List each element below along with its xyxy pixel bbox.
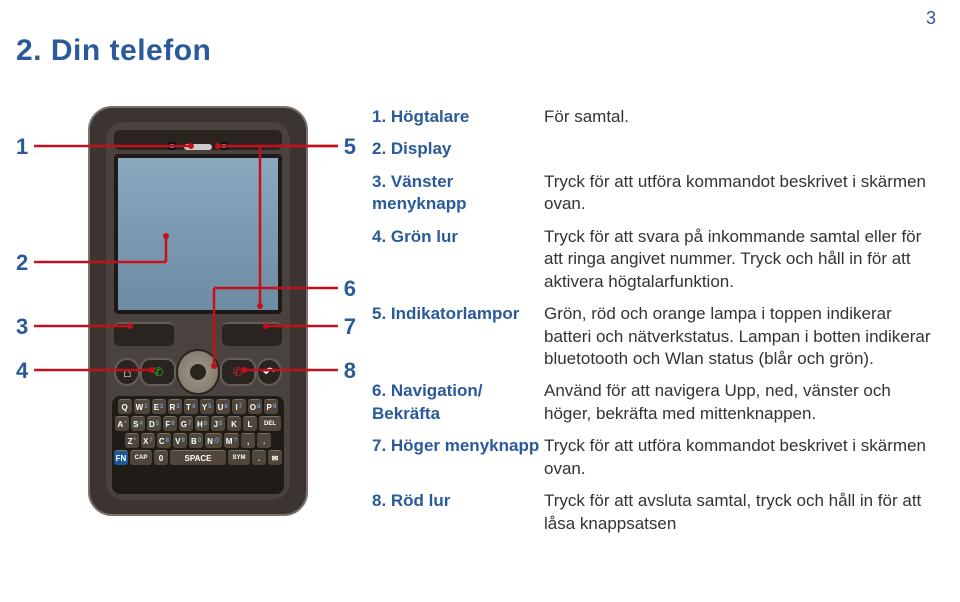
dpad (176, 349, 219, 395)
sensor-icon (220, 142, 228, 150)
keyboard-key: CAP (130, 450, 152, 465)
keyboard-key: Y5 (200, 399, 214, 414)
keyboard-key: C8 (157, 433, 171, 448)
phone-illustration: ⌂ ✆ ✆ ↶ QW1E2R3T4Y5U6I7O8P9 A*S4D5F6G7H8… (88, 106, 308, 516)
content-area: 1 2 3 4 5 6 7 8 ⌂ ✆ (16, 106, 936, 545)
keyboard-key: 0 (154, 450, 168, 465)
keyboard-key: L (243, 416, 257, 431)
keyboard-key: M? (224, 433, 239, 448)
legend-term: 7. Höger menyknapp (372, 435, 544, 480)
legend-table: 1. HögtalareFör samtal.2. Display3. Väns… (372, 106, 936, 545)
legend-row: 2. Display (372, 138, 936, 160)
phone-speaker-area (114, 130, 282, 150)
phone-screen (114, 154, 282, 314)
camera-icon (168, 142, 176, 150)
callout-4: 4 (16, 358, 28, 384)
callout-7: 7 (344, 314, 356, 340)
callout-8: 8 (344, 358, 356, 384)
keyboard-key: D5 (147, 416, 161, 431)
home-key-icon: ⌂ (114, 358, 140, 386)
keyboard-key: U6 (216, 399, 230, 414)
legend-term: 1. Högtalare (372, 106, 544, 128)
callout-1: 1 (16, 134, 28, 160)
legend-row: 3. Vänster menyknappTryck för att utföra… (372, 171, 936, 216)
keyboard-key: H8 (195, 416, 209, 431)
keyboard-key: SPACE (170, 450, 226, 465)
keyboard-key: X7 (141, 433, 155, 448)
keyboard-key: SYM (228, 450, 250, 465)
left-softkey (114, 322, 174, 346)
legend-row: 4. Grön lurTryck för att svara på inkomm… (372, 226, 936, 293)
keyboard-key: , (241, 433, 255, 448)
keyboard-key: V9 (173, 433, 187, 448)
back-key-icon: ↶ (256, 358, 282, 386)
legend-term: 5. Indikatorlampor (372, 303, 544, 370)
legend-definition: Använd för att navigera Upp, ned, vänste… (544, 380, 936, 425)
callout-2: 2 (16, 250, 28, 276)
dpad-center (190, 364, 206, 380)
legend-row: 1. HögtalareFör samtal. (372, 106, 936, 128)
speaker-slot (184, 144, 212, 150)
legend-term: 8. Röd lur (372, 490, 544, 535)
keyboard-key: T4 (184, 399, 198, 414)
legend-row: 5. IndikatorlamporGrön, röd och orange l… (372, 303, 936, 370)
legend-definition: Tryck för att utföra kommandot beskrivet… (544, 435, 936, 480)
callout-3: 3 (16, 314, 28, 340)
legend-term: 3. Vänster menyknapp (372, 171, 544, 216)
keyboard-key: G7 (179, 416, 193, 431)
keyboard-key: F6 (163, 416, 177, 431)
keyboard-key: K (227, 416, 241, 431)
legend-definition: Tryck för att avsluta samtal, tryck och … (544, 490, 936, 535)
keyboard-key: P9 (264, 399, 278, 414)
legend-term: 2. Display (372, 138, 544, 160)
keyboard-key: R3 (168, 399, 182, 414)
keyboard-key: J$ (211, 416, 225, 431)
keyboard-key: ✉ (268, 450, 282, 465)
legend-term: 6. Navigation/ Bekräfta (372, 380, 544, 425)
keyboard-key: W1 (134, 399, 150, 414)
keyboard-key: N@ (205, 433, 222, 448)
keyboard-key: DEL (259, 416, 281, 431)
legend-definition: Tryck för att svara på inkommande samtal… (544, 226, 936, 293)
keyboard-key: B0 (189, 433, 203, 448)
legend-row: 7. Höger menyknappTryck för att utföra k… (372, 435, 936, 480)
phone-diagram-column: 1 2 3 4 5 6 7 8 ⌂ ✆ (16, 106, 356, 545)
keyboard-key: Z* (125, 433, 139, 448)
keyboard-key: I7 (232, 399, 246, 414)
right-softkey (222, 322, 282, 346)
keyboard-key: S4 (131, 416, 145, 431)
legend-row: 8. Röd lurTryck för att avsluta samtal, … (372, 490, 936, 535)
keyboard-key: . (257, 433, 271, 448)
page-number: 3 (926, 8, 936, 29)
keyboard-key: A* (115, 416, 129, 431)
legend-definition: Grön, röd och orange lampa i toppen indi… (544, 303, 936, 370)
legend-row: 6. Navigation/ BekräftaAnvänd för att na… (372, 380, 936, 425)
callout-5: 5 (344, 134, 356, 160)
keyboard-key: O8 (248, 399, 263, 414)
keyboard-key: FN (114, 450, 128, 465)
keyboard-key: . (252, 450, 266, 465)
legend-definition: För samtal. (544, 106, 629, 128)
call-red-key: ✆ (220, 358, 256, 386)
page-title: 2. Din telefon (16, 34, 211, 68)
keyboard-key: E2 (152, 399, 166, 414)
keyboard-key: Q (118, 399, 132, 414)
legend-term: 4. Grön lur (372, 226, 544, 293)
call-green-key: ✆ (140, 358, 176, 386)
phone-keyboard: QW1E2R3T4Y5U6I7O8P9 A*S4D5F6G7H8J$KLDEL … (112, 396, 284, 494)
legend-definition: Tryck för att utföra kommandot beskrivet… (544, 171, 936, 216)
callout-6: 6 (344, 276, 356, 302)
